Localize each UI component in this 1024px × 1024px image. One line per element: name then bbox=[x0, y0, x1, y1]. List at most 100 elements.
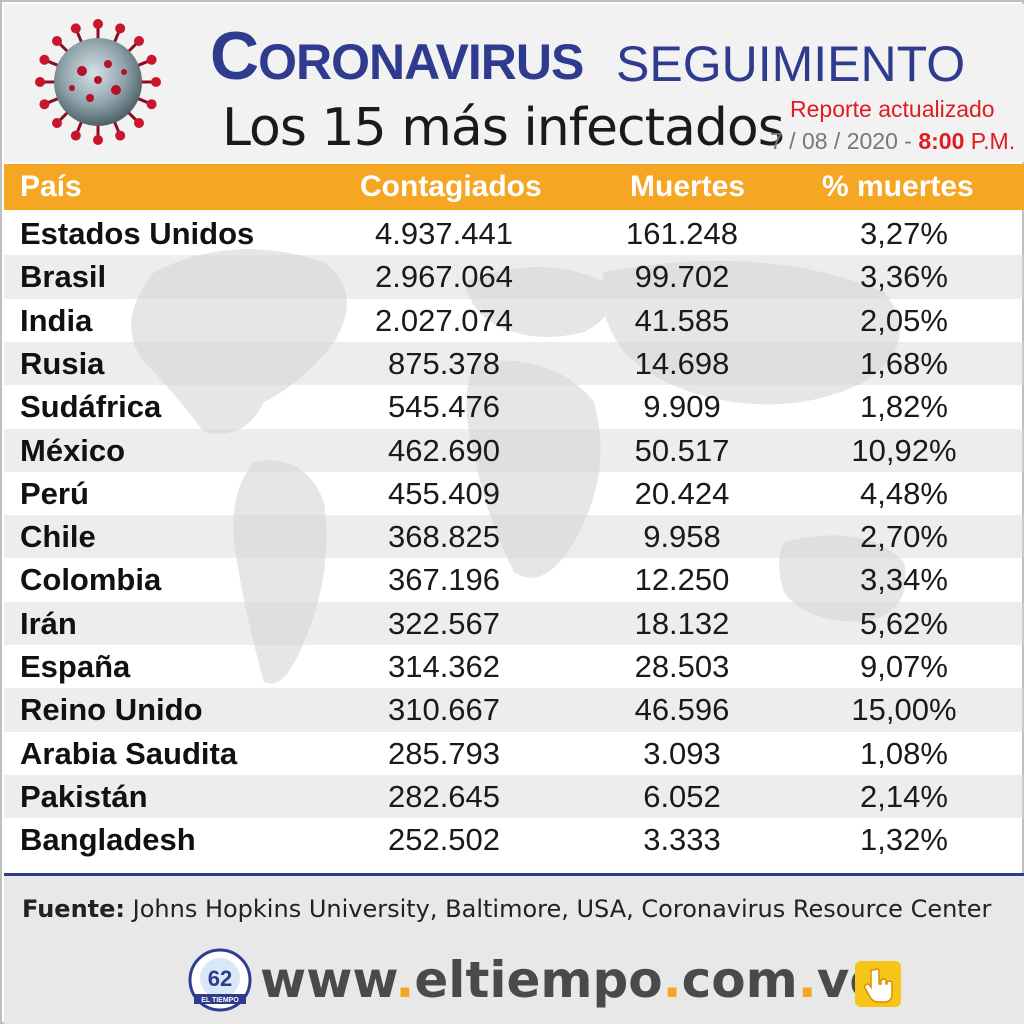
cell-pct: 2,70% bbox=[860, 519, 948, 555]
cell-cases: 252.502 bbox=[387, 822, 501, 858]
virus-spike-tip bbox=[93, 19, 103, 29]
cell-deaths: 9.909 bbox=[643, 389, 721, 425]
cell-cases: 367.196 bbox=[387, 562, 501, 598]
table-row: Sudáfrica 545.476 9.909 1,82% bbox=[4, 385, 1024, 428]
virus-spike-tip bbox=[115, 130, 126, 141]
virus-spike-tip bbox=[39, 54, 50, 65]
virus-spike-tip bbox=[134, 35, 145, 46]
virus-spike-tip bbox=[51, 118, 62, 129]
cell-deaths: 99.702 bbox=[634, 259, 730, 295]
logo-text: EL TIEMPO bbox=[201, 997, 239, 1004]
table-row: Perú 455.409 20.424 4,48% bbox=[4, 472, 1024, 515]
cell-deaths: 18.132 bbox=[634, 605, 730, 641]
report-ampm: P.M. bbox=[964, 128, 1016, 154]
cell-pct: 1,32% bbox=[860, 822, 948, 858]
cell-country: Colombia bbox=[20, 562, 162, 598]
footer-divider bbox=[4, 873, 1024, 876]
cell-pct: 3,34% bbox=[860, 562, 948, 598]
cell-country: Pakistán bbox=[20, 778, 148, 814]
cell-pct: 4,48% bbox=[860, 475, 948, 511]
report-date: 7 / 08 / 2020 - bbox=[770, 128, 919, 154]
url-domain: eltiempo bbox=[414, 951, 663, 1009]
cell-pct: 5,62% bbox=[860, 605, 948, 641]
cell-pct: 3,36% bbox=[860, 259, 948, 295]
cell-cases: 322.567 bbox=[387, 605, 501, 641]
cell-cases: 455.409 bbox=[387, 475, 501, 511]
website-url[interactable]: www.eltiempo.com.ve bbox=[260, 948, 883, 1012]
cell-country: India bbox=[20, 302, 93, 338]
cell-deaths: 3.333 bbox=[643, 822, 721, 858]
url-dot-3: . bbox=[797, 951, 817, 1009]
cell-country: Bangladesh bbox=[20, 822, 196, 858]
table-row: Irán 322.567 18.132 5,62% bbox=[4, 601, 1024, 645]
table-row: Colombia 367.196 12.250 3,34% bbox=[4, 558, 1024, 601]
cell-deaths: 3.093 bbox=[643, 735, 721, 771]
cell-deaths: 161.248 bbox=[625, 216, 739, 251]
cell-cases: 875.378 bbox=[387, 345, 501, 381]
table-row: Rusia 875.378 14.698 1,68% bbox=[4, 341, 1024, 386]
source-label: Fuente: bbox=[22, 895, 125, 923]
cell-deaths: 28.503 bbox=[634, 649, 730, 684]
cell-pct: 2,14% bbox=[860, 778, 948, 814]
cell-cases: 368.825 bbox=[387, 519, 501, 555]
cell-pct: 3,27% bbox=[860, 216, 948, 251]
table-row: Chile 368.825 9.958 2,70% bbox=[4, 515, 1024, 559]
title-second-word: SEGUIMIENTO bbox=[616, 36, 966, 92]
cell-pct: 1,08% bbox=[860, 735, 948, 771]
cell-pct: 10,92% bbox=[851, 432, 957, 468]
logo-number: 62 bbox=[208, 966, 232, 991]
url-dot-2: . bbox=[662, 951, 682, 1009]
report-label: Reporte actualizado bbox=[790, 96, 995, 122]
report-date-line: 7 / 08 / 2020 - 8:00 P.M. bbox=[770, 128, 1015, 155]
table-body: Estados Unidos 4.937.441 161.248 3,27% Brasi… bbox=[4, 212, 1024, 862]
cell-deaths: 41.585 bbox=[634, 302, 730, 338]
table-row: Reino Unido 310.667 46.596 15,00% bbox=[4, 688, 1024, 732]
cell-country: España bbox=[20, 649, 131, 684]
cell-cases: 2.027.074 bbox=[375, 302, 513, 338]
cell-country: Reino Unido bbox=[20, 692, 203, 728]
cell-cases: 462.690 bbox=[387, 432, 501, 468]
cell-country: Sudáfrica bbox=[20, 389, 162, 425]
cell-deaths: 14.698 bbox=[634, 345, 730, 381]
table-row: Estados Unidos 4.937.441 161.248 3,27% bbox=[4, 212, 1024, 255]
cell-deaths: 20.424 bbox=[634, 475, 730, 511]
virus-spike-tip bbox=[146, 54, 157, 65]
virus-spike-tip bbox=[134, 118, 145, 129]
virus-spike-tip bbox=[93, 135, 103, 145]
report-time: 8:00 bbox=[918, 128, 965, 154]
title-rest: ORONAVIRUS bbox=[258, 34, 584, 90]
logo-icon: 62 EL TIEMPO bbox=[188, 948, 252, 1012]
cell-country: Rusia bbox=[20, 345, 105, 381]
cell-deaths: 9.958 bbox=[643, 519, 721, 555]
url-com: com bbox=[681, 951, 798, 1009]
virus-spike-tip bbox=[39, 99, 50, 110]
cell-cases: 545.476 bbox=[387, 389, 501, 425]
cell-country: Irán bbox=[20, 605, 77, 641]
cell-country: Arabia Saudita bbox=[20, 735, 238, 771]
cell-cases: 314.362 bbox=[387, 649, 501, 684]
main-title: CORONAVIRUS bbox=[210, 22, 584, 90]
table-row: Arabia Saudita 285.793 3.093 1,08% bbox=[4, 732, 1024, 775]
table-header: País Contagiados Muertes % muertes bbox=[4, 164, 1024, 210]
cell-deaths: 12.250 bbox=[634, 562, 730, 598]
virus-spike-tip bbox=[35, 77, 45, 87]
footer-band bbox=[4, 876, 1024, 1024]
virus-spike-tip bbox=[51, 35, 62, 46]
cell-pct: 1,82% bbox=[860, 389, 948, 425]
cell-country: Brasil bbox=[20, 259, 107, 295]
cell-deaths: 50.517 bbox=[634, 432, 730, 468]
table-row: Bangladesh 252.502 3.333 1,32% bbox=[4, 818, 1024, 861]
virus-spike-tip bbox=[70, 130, 81, 141]
table-row: España 314.362 28.503 9,07% bbox=[4, 645, 1024, 688]
cell-cases: 282.645 bbox=[387, 778, 501, 814]
cell-cases: 285.793 bbox=[387, 735, 501, 771]
table-row: India 2.027.074 41.585 2,05% bbox=[4, 299, 1024, 342]
table-row: Brasil 2.967.064 99.702 3,36% bbox=[4, 255, 1024, 299]
cell-country: México bbox=[20, 432, 126, 468]
cell-country: Estados Unidos bbox=[20, 216, 255, 251]
hand-pointer-icon bbox=[855, 961, 901, 1007]
subtitle: Los 15 más infectados bbox=[222, 98, 785, 158]
title-initial: C bbox=[210, 18, 259, 94]
cell-pct: 1,68% bbox=[860, 345, 948, 381]
virus-icon bbox=[35, 19, 161, 145]
